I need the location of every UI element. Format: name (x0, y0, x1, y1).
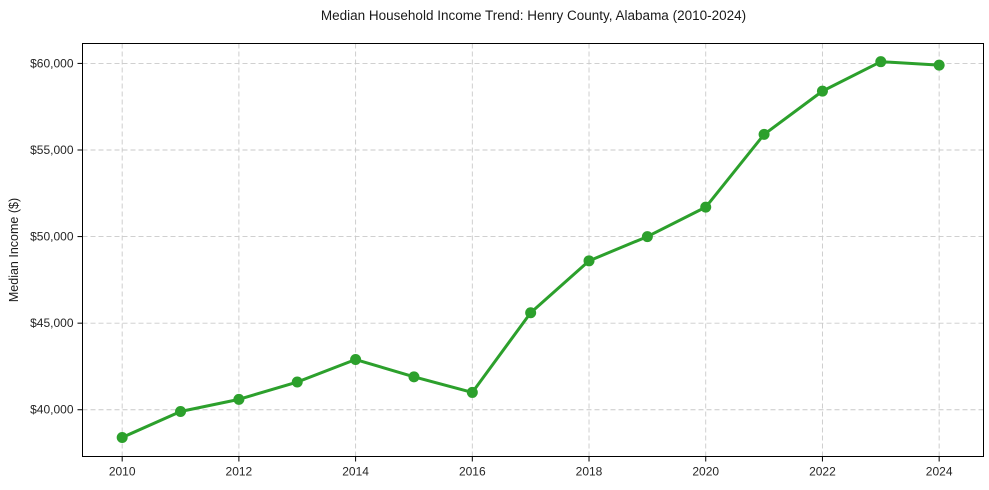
x-tick-label: 2022 (809, 465, 836, 479)
data-point (583, 255, 595, 267)
data-point (466, 386, 478, 398)
chart-title: Median Household Income Trend: Henry Cou… (320, 8, 747, 23)
data-point (933, 59, 945, 71)
data-point (116, 431, 128, 443)
data-point (350, 354, 362, 366)
data-point (408, 371, 420, 383)
data-point (291, 376, 303, 388)
data-point (175, 405, 187, 417)
y-tick-label: $55,000 (30, 143, 74, 157)
y-axis-title: Median Income ($) (7, 197, 21, 303)
data-point (525, 307, 537, 319)
plot-border (82, 43, 984, 457)
x-tick-label: 2020 (692, 465, 719, 479)
income-trend-line (120, 60, 941, 439)
y-tick-label: $60,000 (30, 56, 74, 70)
data-point (875, 56, 887, 68)
y-tick-label: $45,000 (30, 316, 74, 330)
data-point (641, 231, 653, 243)
x-tick-label: 2018 (576, 465, 603, 479)
data-point (816, 85, 828, 97)
data-point (700, 201, 712, 213)
x-tick-label: 2014 (342, 465, 369, 479)
y-tick-label: $40,000 (30, 403, 74, 417)
y-tick-label: $50,000 (30, 230, 74, 244)
x-tick-label: 2012 (226, 465, 253, 479)
data-point (758, 128, 770, 140)
x-tick-label: 2010 (109, 465, 136, 479)
data-point (233, 393, 245, 405)
x-tick-label: 2016 (459, 465, 486, 479)
x-tick-label: 2024 (926, 465, 953, 479)
